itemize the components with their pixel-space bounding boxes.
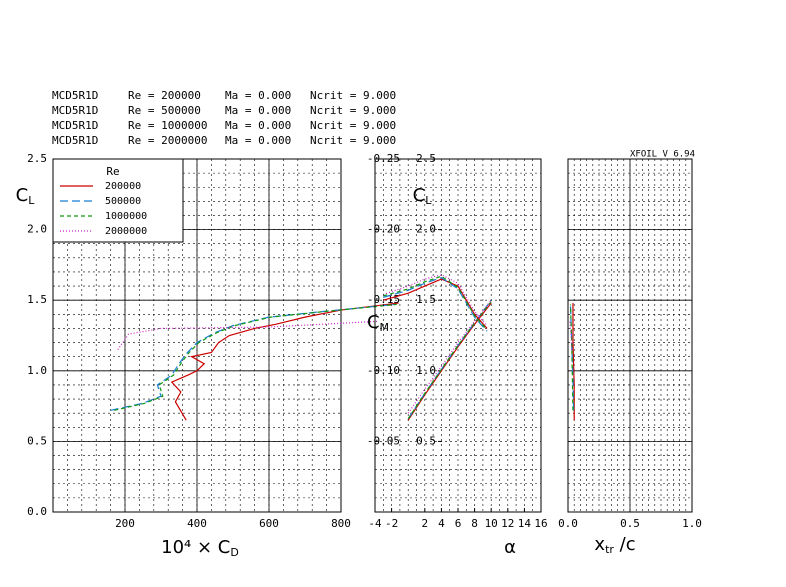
series-line [407, 301, 492, 420]
y-axis-label-part: L [425, 194, 432, 207]
x-axis-label-part: 10⁴ × C [161, 537, 230, 558]
x-tick-label: 0.5 [620, 517, 640, 530]
header-text: Re = 200000 [128, 89, 201, 102]
x-tick-label: 6 [455, 517, 462, 530]
x-tick-label: 16 [534, 517, 547, 530]
x-axis-label-part: α [504, 537, 516, 558]
series-line [170, 302, 399, 421]
x-tick-label: 10 [485, 517, 498, 530]
y-tick-label: 1.0 [416, 364, 436, 377]
header-text: Ncrit = 9.000 [310, 119, 396, 132]
x-tick-label: 400 [187, 517, 207, 530]
y-tick-label: 2.0 [416, 223, 436, 236]
y-axis-label: CL [16, 185, 36, 207]
series-line [407, 302, 492, 421]
y-axis-label-part: L [28, 194, 35, 207]
version-label: XFOIL V 6.94 [630, 150, 695, 160]
header-text: Ncrit = 9.000 [310, 89, 396, 102]
x-tick-label: 200 [115, 517, 135, 530]
y2-tick-label: -0.25 [367, 152, 400, 165]
legend-label: 200000 [105, 181, 141, 192]
header-text: MCD5R1D [52, 119, 98, 132]
header-text: Re = 1000000 [128, 119, 207, 132]
y-axis-label-part: C [413, 185, 426, 206]
legend-label: 1000000 [105, 211, 147, 222]
x-tick-label: 12 [501, 517, 514, 530]
series-line [114, 303, 397, 411]
x-tick-label: -4 [368, 517, 382, 530]
x-axis-label: α [504, 537, 516, 558]
x-axis-label: 10⁴ × CD [161, 537, 239, 559]
y-tick-label: 0.5 [27, 434, 47, 447]
y-tick-label: 2.5 [27, 152, 47, 165]
series-line [110, 303, 396, 411]
legend-title: Re [106, 165, 119, 178]
legend-label: 500000 [105, 196, 141, 207]
y2-axis-label: CM [367, 312, 389, 334]
x-axis-label-part: tr [605, 543, 614, 556]
y-axis-label: CL [413, 185, 433, 207]
y2-tick-label: -0.10 [367, 364, 400, 377]
series-line [117, 320, 378, 350]
y2-axis-label-part: C [367, 312, 380, 333]
series-line [383, 276, 488, 332]
header-text: MCD5R1D [52, 89, 98, 102]
x-tick-label: 800 [331, 517, 351, 530]
x-axis-label-part: D [230, 546, 238, 559]
x-tick-label: 0.0 [558, 517, 578, 530]
x-tick-label: 2 [421, 517, 428, 530]
header-text: Ncrit = 9.000 [310, 134, 396, 147]
x-axis-label-part: /c [614, 534, 636, 555]
x-tick-label: 14 [518, 517, 532, 530]
header-text: Ma = 0.000 [225, 104, 291, 117]
header-text: Re = 2000000 [128, 134, 207, 147]
x-axis-label-part: x [594, 534, 605, 555]
x-tick-label: 8 [471, 517, 478, 530]
header-text: Ma = 0.000 [225, 119, 291, 132]
x-axis-label: xtr /c [594, 534, 635, 556]
series-line [572, 303, 575, 421]
header-text: MCD5R1D [52, 134, 98, 147]
x-tick-label: 4 [438, 517, 445, 530]
y2-tick-label: -0.20 [367, 223, 400, 236]
header-text: MCD5R1D [52, 104, 98, 117]
legend-label: 2000000 [105, 226, 147, 237]
series-line [383, 278, 488, 329]
y-tick-label: 0.5 [416, 434, 436, 447]
y-tick-label: 1.0 [27, 364, 47, 377]
y-tick-label: 1.5 [27, 293, 47, 306]
x-tick-label: -2 [385, 517, 398, 530]
header-text: Ma = 0.000 [225, 134, 291, 147]
y-tick-label: 1.5 [416, 293, 436, 306]
y-axis-label-part: C [16, 185, 29, 206]
header-text: Re = 500000 [128, 104, 201, 117]
series-line [383, 275, 488, 331]
y-tick-label: 2.0 [27, 223, 47, 236]
header-text: Ncrit = 9.000 [310, 104, 396, 117]
y-tick-label: 0.0 [27, 505, 47, 518]
x-tick-label: 600 [259, 517, 279, 530]
series-line [569, 304, 574, 411]
series-line [569, 321, 573, 350]
header-text: Ma = 0.000 [225, 89, 291, 102]
y2-tick-label: -0.05 [367, 434, 400, 447]
x-tick-label: 1.0 [682, 517, 702, 530]
y-tick-label: 2.5 [416, 152, 436, 165]
y2-axis-label-part: M [380, 321, 390, 334]
